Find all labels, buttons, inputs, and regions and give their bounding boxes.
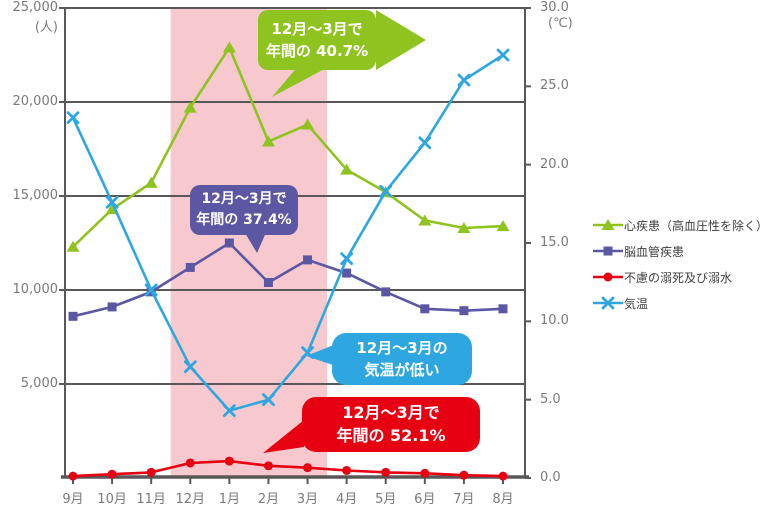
x-axis-month-label: 5月 (375, 492, 397, 507)
x-axis-month-label: 6月 (414, 492, 436, 507)
temperature-line-marker-icon (592, 295, 624, 311)
x-axis-month-label: 7月 (453, 492, 475, 507)
legend-item-drowning: 不慮の溺死及び溺水 (592, 264, 767, 290)
left-axis-tick-label: 15,000 (12, 188, 59, 203)
callout-line: 12月〜3月で (271, 19, 363, 38)
callout-drowning-winter-share: 12月〜3月で 年間の 52.1% (302, 397, 480, 452)
right-axis-unit-label: (℃) (548, 16, 573, 31)
right-axis-tick-label: 15.0 (540, 235, 569, 250)
left-axis-unit-label: (人) (34, 20, 58, 35)
left-axis-tick-label: 10,000 (12, 282, 59, 297)
heart-disease-line-marker-icon (592, 217, 624, 233)
legend-label: 脳血管疾患 (624, 244, 685, 259)
x-axis-month-label: 3月 (296, 492, 319, 507)
x-axis-month-label: 4月 (335, 492, 358, 507)
callout-line: 12月〜3月で (342, 403, 440, 422)
drowning-line-marker-icon (592, 269, 624, 285)
right-axis-tick-label: 5.0 (540, 391, 561, 407)
right-axis-tick-label: 25.0 (540, 78, 569, 94)
x-axis-month-label: 12月 (175, 492, 206, 507)
left-axis-tick-label: 5,000 (20, 376, 58, 391)
x-axis-month-label: 10月 (97, 492, 127, 507)
left-axis-tick-label: 25,000 (12, 0, 59, 15)
legend-label: 不慮の溺死及び溺水 (624, 270, 733, 285)
x-axis-month-label: 8月 (492, 492, 514, 507)
callout-line: 年間の 52.1% (336, 426, 446, 445)
right-axis-tick-label: 30.0 (540, 0, 569, 15)
callout-line: 12月〜3月の (356, 338, 448, 357)
legend-label: 心疾患（高血圧性を除く） (624, 218, 767, 233)
x-axis-month-label: 11月 (136, 492, 166, 507)
right-axis-tick-label: 0.0 (540, 470, 561, 485)
right-axis-tick-label: 20.0 (540, 156, 569, 172)
callout-line: 年間の 40.7% (265, 41, 369, 60)
left-axis-tick-label: 20,000 (12, 94, 59, 109)
callout-cerebrovascular-winter-share: 12月〜3月で 年間の 37.4% (190, 185, 298, 235)
legend-item-temperature: 気温 (592, 290, 767, 316)
legend: 心疾患（高血圧性を除く） 脳血管疾患 不慮の溺死及び溺水 気温 (592, 212, 767, 316)
x-axis-month-label: 2月 (257, 492, 280, 507)
callout-line: 気温が低い (364, 360, 440, 379)
callout-low-temperature: 12月〜3月の 気温が低い (332, 333, 472, 385)
x-axis-month-label: 9月 (62, 492, 84, 507)
x-axis-month-label: 1月 (218, 492, 240, 507)
cerebrovascular-line-marker-icon (592, 243, 624, 259)
legend-item-heart-disease: 心疾患（高血圧性を除く） (592, 212, 767, 238)
callout-line: 12月〜3月で (201, 191, 287, 207)
callout-line: 年間の 37.4% (196, 211, 292, 228)
legend-item-cerebrovascular: 脳血管疾患 (592, 238, 767, 264)
right-axis-tick-label: 10.0 (540, 313, 569, 329)
legend-label: 気温 (624, 296, 649, 311)
callout-heart-disease-winter-share: 12月〜3月で 年間の 40.7% (258, 10, 376, 70)
